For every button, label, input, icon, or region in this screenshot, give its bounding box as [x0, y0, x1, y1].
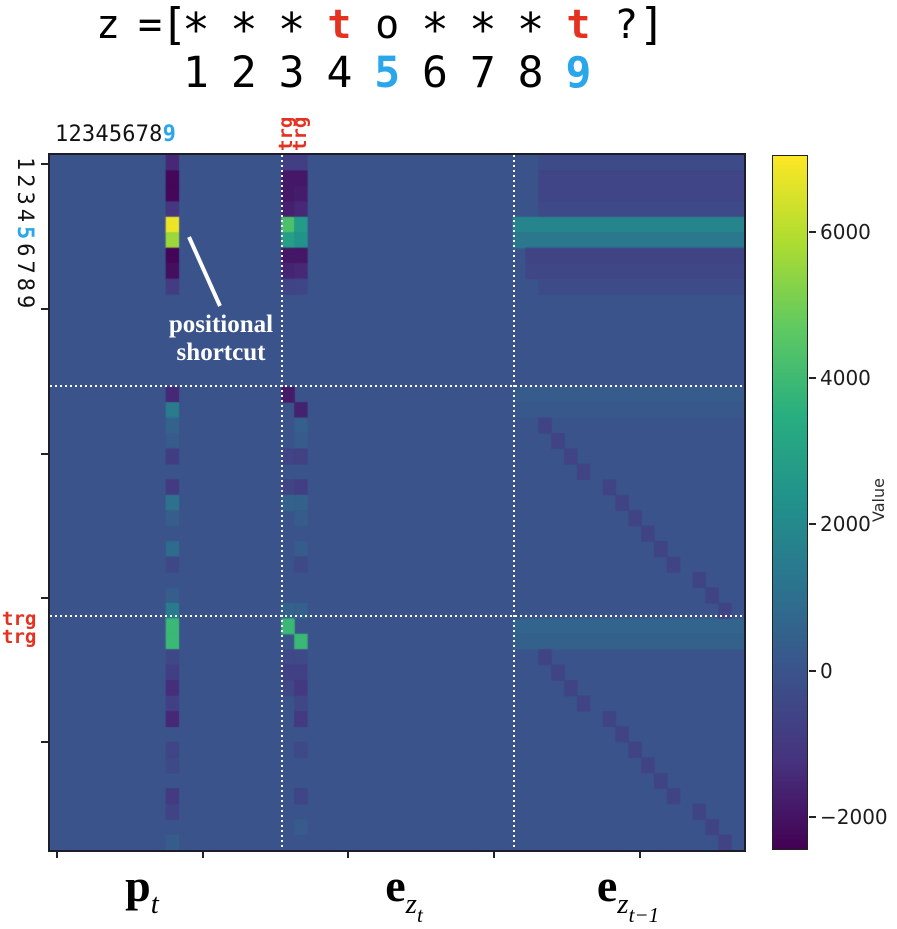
seq-index-2: 2 — [230, 48, 257, 98]
x-axis-tick-4 — [639, 851, 641, 858]
section-separator-hline-1 — [50, 385, 744, 387]
x-axis-tick-2 — [347, 851, 349, 858]
row-label-3: 3 — [12, 191, 37, 209]
col-label-2: 2 — [68, 122, 82, 147]
colorbar-tick-6000 — [809, 230, 816, 233]
seq-close-bracket: ] — [638, 0, 666, 50]
colorbar-tick-label-−2000: −2000 — [820, 805, 888, 830]
colorbar-title: Value — [869, 478, 888, 522]
x-group-label-base: e — [596, 860, 618, 911]
x-group-label-sub: zt−1 — [617, 888, 660, 927]
seq-equals: = — [137, 2, 163, 48]
x-group-label-subsub: t−1 — [628, 903, 660, 927]
seq-index-1: 1 — [183, 48, 209, 98]
seq-index-6: 6 — [422, 48, 448, 98]
colorbar-tick-label-6000: 6000 — [820, 219, 871, 244]
colorbar-tick-−2000 — [809, 816, 816, 819]
col-label-1: 1 — [55, 122, 69, 147]
row-label-4: 4 — [12, 208, 37, 226]
seq-token-10: ? — [614, 2, 639, 48]
x-group-label-base: p — [125, 860, 151, 911]
x-group-label-sub: zt — [405, 888, 423, 927]
seq-index-8: 8 — [517, 48, 544, 98]
colorbar-tick-0 — [809, 669, 816, 672]
seq-token-4: t — [327, 2, 352, 48]
row-label-5: 5 — [12, 226, 37, 244]
block-separator-vline-2 — [513, 155, 515, 850]
col-label-3: 3 — [81, 122, 96, 147]
y-axis-tick-1 — [41, 308, 48, 310]
seq-token-7: * — [468, 3, 497, 57]
y-axis-tick-0 — [41, 163, 48, 165]
col-label-5: 5 — [108, 122, 123, 147]
colorbar-tick-label-2000: 2000 — [820, 512, 871, 537]
x-axis-tick-0 — [56, 851, 58, 858]
sequence-line: z =[* * * t o * * * t?] — [0, 0, 897, 57]
col-label-7: 7 — [135, 122, 150, 147]
seq-token-6: * — [421, 3, 449, 57]
annotation-line-1: positional — [168, 311, 274, 338]
left-trg-label-1: trg — [2, 608, 37, 630]
seq-token-5: o — [375, 2, 400, 48]
section-separator-hline-2 — [50, 615, 744, 617]
heatmap-canvas — [50, 155, 744, 850]
row-label-7: 7 — [12, 260, 37, 278]
x-group-label-pt: pt — [125, 860, 159, 920]
heatmap-frame — [48, 153, 746, 852]
heatmap-top-col-labels: 123456789 — [55, 123, 176, 147]
seq-token-8: * — [516, 3, 545, 57]
y-axis-tick-3 — [41, 597, 48, 599]
seq-index-9: 9 — [565, 48, 592, 98]
x-axis-tick-3 — [493, 851, 495, 858]
col-label-6: 6 — [122, 122, 136, 147]
annotation-line-2: shortcut — [176, 339, 266, 366]
left-trg-label-2: trg — [2, 626, 37, 648]
col-label-8: 8 — [149, 122, 163, 147]
seq-token-2: * — [229, 3, 258, 57]
y-axis-tick-2 — [41, 453, 48, 455]
colorbar-tick-2000 — [809, 523, 816, 526]
colorbar-tick-4000 — [809, 377, 816, 380]
seq-index-3: 3 — [278, 48, 305, 98]
colorbar-tick-label-0: 0 — [820, 658, 833, 683]
x-group-label-ezt: ezt — [385, 860, 423, 927]
row-label-2: 2 — [12, 174, 37, 192]
colorbar-tick-label-4000: 4000 — [820, 366, 871, 391]
block-separator-vline-1 — [281, 155, 283, 850]
top-trg-label-2: trg — [289, 116, 311, 151]
x-axis-tick-1 — [202, 851, 204, 858]
x-group-label-ezt−1: ezt−1 — [596, 860, 659, 927]
colorbar — [772, 155, 808, 850]
row-label-8: 8 — [12, 277, 37, 295]
heatmap-left-row-labels: 123456789 — [12, 157, 37, 327]
row-label-9: 9 — [12, 295, 37, 313]
seq-token-3: * — [277, 3, 306, 57]
x-group-label-base: e — [385, 860, 406, 911]
seq-index-4: 4 — [326, 48, 353, 98]
row-label-6: 6 — [12, 243, 37, 261]
col-label-9: 9 — [162, 122, 177, 147]
seq-index-7: 7 — [469, 48, 496, 98]
seq-token-9: t — [566, 2, 591, 48]
seq-prefix-z: z — [95, 2, 121, 48]
seq-token-1: * — [182, 3, 210, 57]
seq-open-bracket: [ — [160, 0, 188, 50]
x-group-label-subsub: t — [416, 903, 423, 927]
x-group-label-sub: t — [150, 888, 159, 920]
annotation-text: positional shortcut — [169, 311, 273, 367]
col-label-4: 4 — [95, 122, 109, 147]
left-trg-labels: trg trg — [2, 608, 37, 648]
seq-index-5: 5 — [374, 48, 401, 98]
y-axis-tick-4 — [41, 741, 48, 743]
row-label-1: 1 — [12, 157, 37, 175]
